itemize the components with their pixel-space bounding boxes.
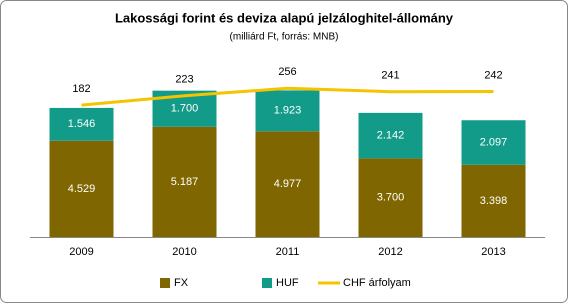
legend-label: FX — [174, 277, 189, 289]
bar — [49, 140, 114, 237]
value-label: 3.398 — [480, 195, 508, 207]
value-label: 242 — [484, 69, 502, 81]
bar — [461, 120, 526, 165]
legend-swatch — [262, 278, 272, 288]
x-tick-label: 2013 — [481, 246, 505, 258]
value-label: 223 — [175, 74, 193, 86]
value-label: 2.142 — [377, 130, 405, 142]
bar — [358, 158, 423, 237]
x-tick-label: 2010 — [172, 246, 196, 258]
legend-label: CHF árfolyam — [343, 277, 411, 289]
legend-swatch — [160, 278, 170, 288]
bar — [461, 164, 526, 237]
value-label: 5.187 — [171, 176, 199, 188]
bar — [49, 107, 114, 141]
value-label: 2.097 — [480, 136, 508, 148]
line — [81, 86, 494, 107]
x-tick-label: 2012 — [378, 246, 402, 258]
value-label: 256 — [278, 66, 296, 78]
bar — [152, 126, 217, 237]
value-label: 1.923 — [274, 105, 302, 117]
bar — [255, 90, 320, 132]
chart-title: Lakossági forint és deviza alapú jelzálo… — [115, 10, 454, 25]
x-tick-label: 2011 — [276, 246, 300, 258]
bar — [255, 131, 320, 237]
bar — [358, 112, 423, 159]
value-label: 241 — [381, 70, 399, 82]
chart-subtitle: (milliárd Ft, forrás: MNB) — [230, 32, 339, 43]
x-tick-label: 2009 — [69, 246, 93, 258]
value-label: 1.700 — [171, 103, 199, 115]
value-label: 182 — [72, 83, 90, 95]
value-label: 3.700 — [377, 192, 405, 204]
value-label: 4.977 — [274, 178, 302, 190]
value-label: 1.546 — [68, 118, 96, 130]
value-label: 4.529 — [68, 183, 96, 195]
legend-label: HUF — [276, 277, 299, 289]
